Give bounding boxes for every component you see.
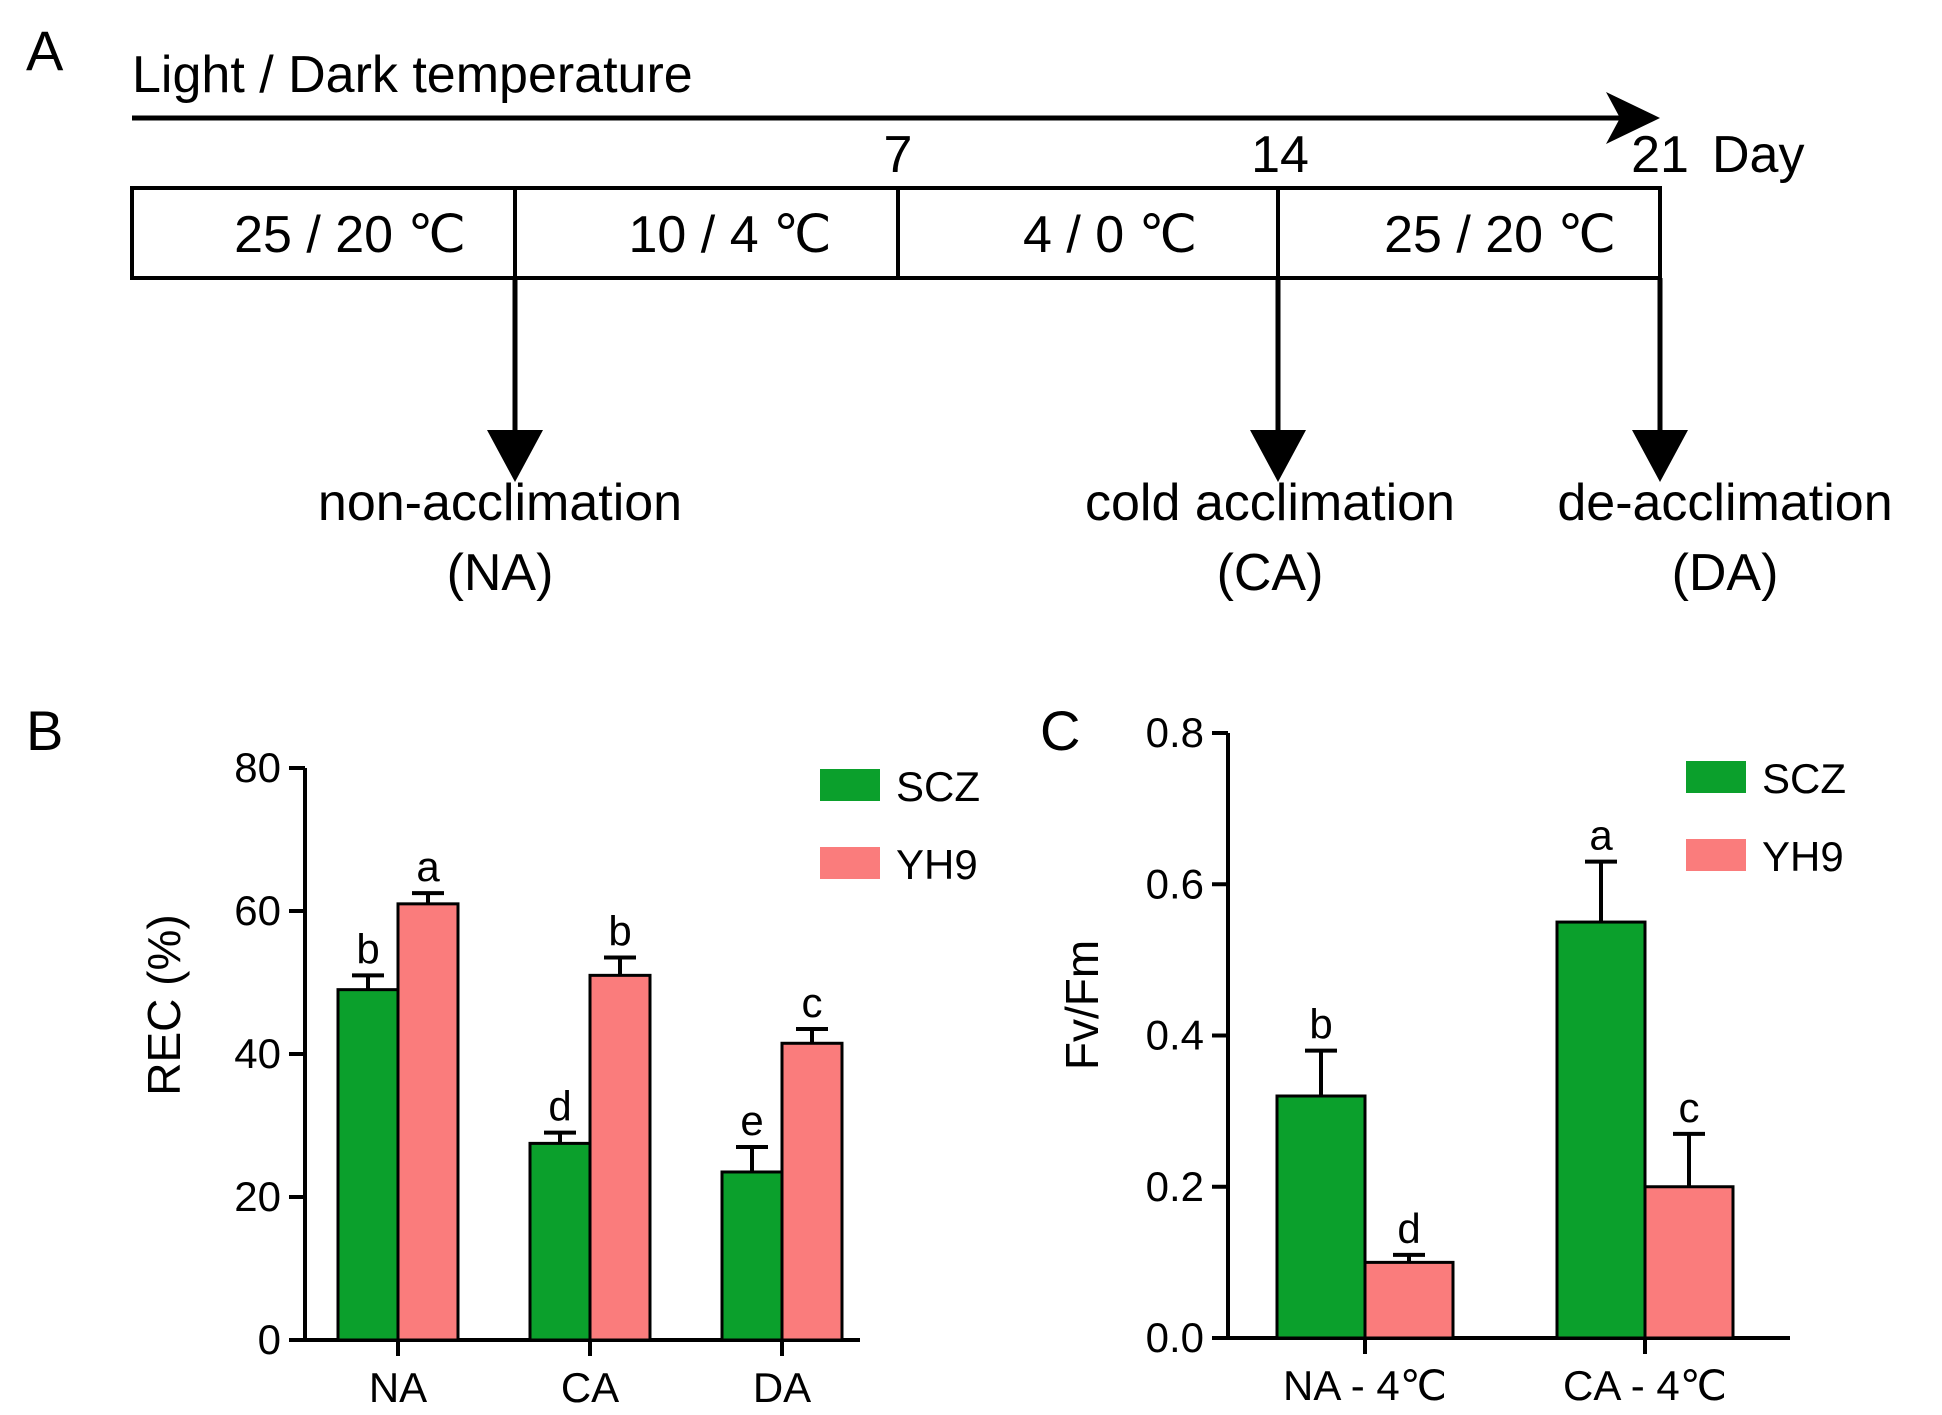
bar-yh9 — [396, 902, 460, 1342]
panel-b-letter: B — [26, 699, 63, 762]
legend-swatch-scz — [820, 769, 880, 801]
significance-letter: d — [548, 1083, 571, 1130]
significance-letter: b — [356, 925, 379, 972]
legend-label-scz: SCZ — [1762, 755, 1846, 802]
bar-scz — [720, 1170, 784, 1342]
x-tick-label: NA — [369, 1364, 427, 1411]
y-tick-label: 80 — [234, 744, 281, 791]
stage-na-name: non-acclimation — [318, 474, 682, 532]
significance-letter: a — [416, 843, 440, 890]
bar-scz — [528, 1141, 592, 1342]
y-tick-label: 40 — [234, 1030, 281, 1077]
significance-letter: c — [1679, 1084, 1700, 1131]
legend-label-scz: SCZ — [896, 763, 980, 810]
legend-label-yh9: YH9 — [1762, 833, 1844, 880]
y-tick-label: 0 — [258, 1316, 281, 1363]
y-tick-label: 60 — [234, 887, 281, 934]
bar-scz — [336, 988, 400, 1342]
significance-letter: c — [802, 979, 823, 1026]
da-arrow-head — [1632, 430, 1688, 482]
significance-letter: b — [1309, 1001, 1332, 1048]
significance-letter: a — [1589, 812, 1613, 859]
chart-b-ylabel: REC (%) — [138, 914, 190, 1095]
panel-a: A Light / Dark temperature 7 14 21 Day 2… — [26, 19, 1893, 602]
period-1-temp: 25 / 20 ℃ — [234, 206, 466, 264]
x-tick-label: DA — [753, 1364, 811, 1411]
y-tick-label: 0.6 — [1146, 860, 1204, 907]
legend-swatch-yh9 — [1686, 839, 1746, 871]
x-tick-label: CA - 4℃ — [1563, 1362, 1727, 1409]
x-tick-label: CA — [561, 1364, 619, 1411]
day-tick-14: 14 — [1251, 126, 1309, 184]
period-2-temp: 10 / 4 ℃ — [629, 206, 832, 264]
y-tick-label: 0.2 — [1146, 1163, 1204, 1210]
significance-letter: b — [608, 907, 631, 954]
stage-ca-abbr: (CA) — [1217, 544, 1324, 602]
period-3-temp: 4 / 0 ℃ — [1023, 206, 1197, 264]
y-tick-label: 20 — [234, 1173, 281, 1220]
bar-yh9 — [1643, 1185, 1735, 1340]
bar-scz — [1275, 1094, 1367, 1340]
stage-ca-name: cold acclimation — [1085, 474, 1455, 532]
bar-yh9 — [780, 1041, 844, 1342]
x-tick-label: NA - 4℃ — [1283, 1362, 1447, 1409]
timeline-header: Light / Dark temperature — [132, 46, 693, 104]
panel-a-letter: A — [26, 19, 64, 82]
chart-c-ylabel: Fv/Fm — [1056, 940, 1108, 1070]
day-unit: Day — [1712, 126, 1804, 184]
na-arrow-head — [487, 430, 543, 482]
bar-yh9 — [1363, 1260, 1455, 1340]
stage-da-abbr: (DA) — [1672, 544, 1779, 602]
significance-letter: e — [740, 1097, 763, 1144]
y-tick-label: 0.0 — [1146, 1314, 1204, 1361]
bar-scz — [1555, 920, 1647, 1340]
day-tick-7: 7 — [884, 126, 913, 184]
legend-swatch-yh9 — [820, 847, 880, 879]
y-tick-label: 0.4 — [1146, 1012, 1204, 1059]
ca-arrow-head — [1250, 430, 1306, 482]
chart-c: 0.0 0.2 0.4 0.6 0.8 NA - 4℃ b d CA - 4℃ a c SCZ YH9 — [1146, 709, 1846, 1409]
legend-swatch-scz — [1686, 761, 1746, 793]
y-tick-label: 0.8 — [1146, 709, 1204, 756]
stage-na-abbr: (NA) — [447, 544, 554, 602]
day-tick-21: 21 — [1631, 126, 1689, 184]
bar-yh9 — [588, 973, 652, 1342]
legend-label-yh9: YH9 — [896, 841, 978, 888]
panel-c-letter: C — [1040, 699, 1080, 762]
timeline-arrow-head — [1606, 92, 1660, 144]
period-4-temp: 25 / 20 ℃ — [1384, 206, 1616, 264]
stage-da-name: de-acclimation — [1557, 474, 1892, 532]
significance-letter: d — [1397, 1205, 1420, 1252]
panel-c: C Fv/Fm 0.0 0.2 0.4 0.6 0.8 NA - 4℃ b d CA - 4℃ a… — [1040, 699, 1846, 1409]
